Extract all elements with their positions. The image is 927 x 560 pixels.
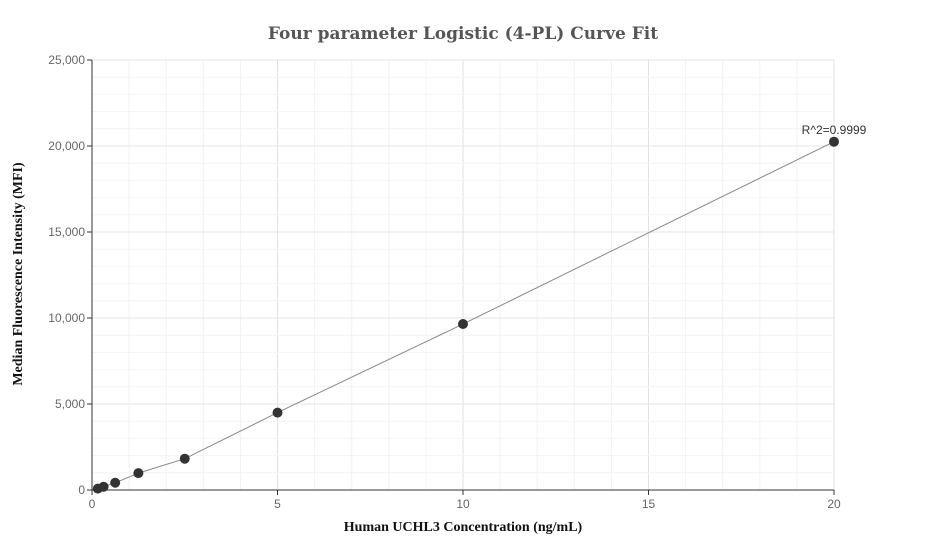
points-layer [92,136,839,494]
x-tick-label: 10 [456,497,470,511]
grid-layer [91,59,835,490]
y-tick-label: 5,000 [55,397,85,411]
x-axis-title: Human UCHL3 Concentration (ng/mL) [344,520,583,535]
y-tick-label: 0 [78,483,85,497]
data-point [133,468,144,479]
chart-title: Four parameter Logistic (4-PL) Curve Fit [268,24,658,44]
data-point [458,319,468,330]
y-tick-label: 20,000 [48,139,85,153]
y-axis-title: Median Fluorescence Intensity (MFI) [11,162,26,386]
tick-labels-layer: 0 5,000 10,000 15,000 20,000 25,000 0 5 10 15 20 [48,53,841,511]
x-tick-label: 20 [827,497,841,511]
data-point [179,453,190,464]
y-tick-label: 10,000 [48,311,85,325]
y-tick-label: 15,000 [48,225,85,239]
data-point [829,136,839,147]
r-squared-annotation: R^2=0.9999 [802,123,867,137]
x-tick-label: 15 [642,497,656,511]
data-point [110,477,121,488]
x-tick-label: 5 [274,497,281,511]
x-tick-label: 0 [89,497,96,511]
axes-layer [87,59,835,495]
data-point [272,407,283,418]
fit-curve-layer [97,141,835,490]
fit-curve-line [97,141,835,490]
data-point [98,481,109,492]
y-tick-label: 25,000 [48,53,85,67]
